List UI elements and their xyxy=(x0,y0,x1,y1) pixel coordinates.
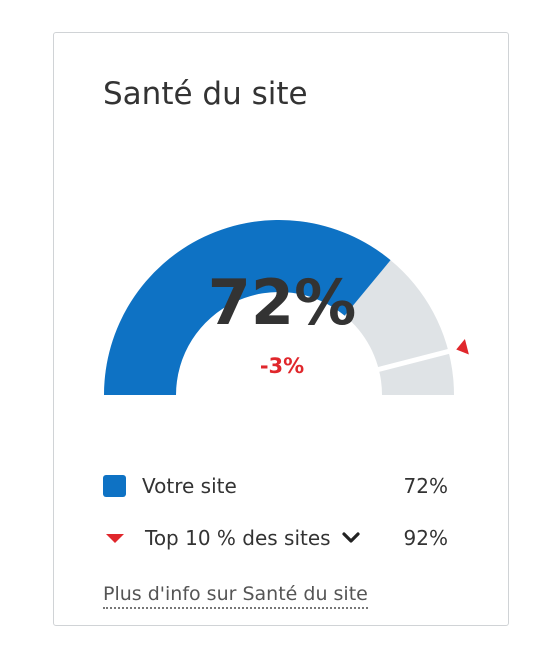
legend-value-top10: 92% xyxy=(403,526,448,550)
top10-dropdown[interactable]: Top 10 % des sites xyxy=(145,526,361,550)
widget-title: Santé du site xyxy=(103,76,308,112)
legend-row-top10: Top 10 % des sites 92% xyxy=(103,523,448,553)
legend-row-your-site: Votre site 72% xyxy=(103,471,448,501)
legend-value-your-site: 72% xyxy=(403,474,448,498)
red-triangle-down-icon xyxy=(106,533,124,543)
legend-label-top10: Top 10 % des sites xyxy=(145,526,331,550)
blue-square-icon xyxy=(103,475,126,497)
more-info-link[interactable]: Plus d'info sur Santé du site xyxy=(103,584,368,609)
chevron-down-icon xyxy=(342,532,360,543)
site-health-widget: Santé du site Votre site 72% Top 10 % de… xyxy=(53,32,509,626)
legend-label-your-site: Votre site xyxy=(142,474,237,498)
